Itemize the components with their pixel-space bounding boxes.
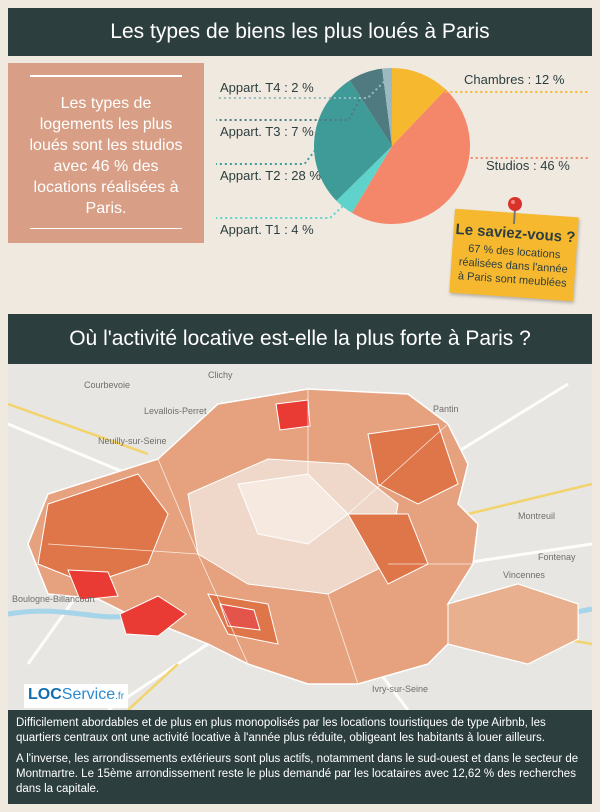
intro-text: Les types de logements les plus loués so… xyxy=(29,95,183,217)
place-ivry: Ivry-sur-Seine xyxy=(372,684,428,694)
intro-rule-bottom xyxy=(30,227,182,229)
locservice-logo: LOCService.fr xyxy=(24,684,129,708)
footer-text: Difficilement abordables et de plus en p… xyxy=(8,710,592,804)
place-fontenay: Fontenay xyxy=(538,552,576,562)
label-t4: Appart. T4 : 2 % xyxy=(220,80,314,95)
place-courbevoie: Courbevoie xyxy=(84,380,130,390)
place-pantin: Pantin xyxy=(433,404,459,414)
leader-t3 xyxy=(216,81,370,121)
place-levallois: Levallois-Perret xyxy=(144,406,207,416)
intro-rule-top xyxy=(30,75,182,77)
paris-map: Clichy Courbevoie Levallois-Perret Neuil… xyxy=(8,364,592,710)
slice-t2 xyxy=(314,80,392,201)
place-montreuil: Montreuil xyxy=(518,511,555,521)
pie-chart xyxy=(216,68,590,225)
slice-studios xyxy=(351,89,470,225)
leader-studios xyxy=(445,157,590,188)
logo-tld: .fr xyxy=(115,691,125,702)
tip-text: 67 % des locations réalisées dans l'anné… xyxy=(457,242,569,290)
slice-t1 xyxy=(336,146,392,213)
header-title: Les types de biens les plus loués à Pari… xyxy=(8,8,592,56)
section2-title: Où l'activité locative est-elle la plus … xyxy=(8,314,592,364)
place-vincennes: Vincennes xyxy=(503,570,545,580)
footer-paragraph-1: Difficilement abordables et de plus en p… xyxy=(16,717,546,744)
footer-paragraph-2: A l'inverse, les arrondissements extérie… xyxy=(16,753,579,795)
pushpin-icon xyxy=(508,197,522,225)
place-clichy: Clichy xyxy=(208,370,233,380)
slice-chambres xyxy=(392,68,446,146)
leader-chambres xyxy=(416,81,590,93)
intro-box: Les types de logements les plus loués so… xyxy=(8,63,204,243)
slice-t3 xyxy=(349,68,392,146)
slice-t4 xyxy=(382,68,392,146)
label-t2: Appart. T2 : 28 % xyxy=(220,168,321,183)
leader-t2 xyxy=(216,137,326,165)
map-svg: Clichy Courbevoie Levallois-Perret Neuil… xyxy=(8,370,592,710)
place-boulogne: Boulogne-Billancourt xyxy=(12,594,96,604)
label-t3: Appart. T3 : 7 % xyxy=(220,124,314,139)
logo-loc: LOC xyxy=(28,686,62,703)
label-studios: Studios : 46 % xyxy=(486,158,570,173)
place-neuilly: Neuilly-sur-Seine xyxy=(98,436,167,446)
leader-t1 xyxy=(216,198,351,219)
label-t1: Appart. T1 : 4 % xyxy=(220,222,314,237)
logo-service: Service xyxy=(61,686,116,703)
label-chambres: Chambres : 12 % xyxy=(464,72,565,87)
